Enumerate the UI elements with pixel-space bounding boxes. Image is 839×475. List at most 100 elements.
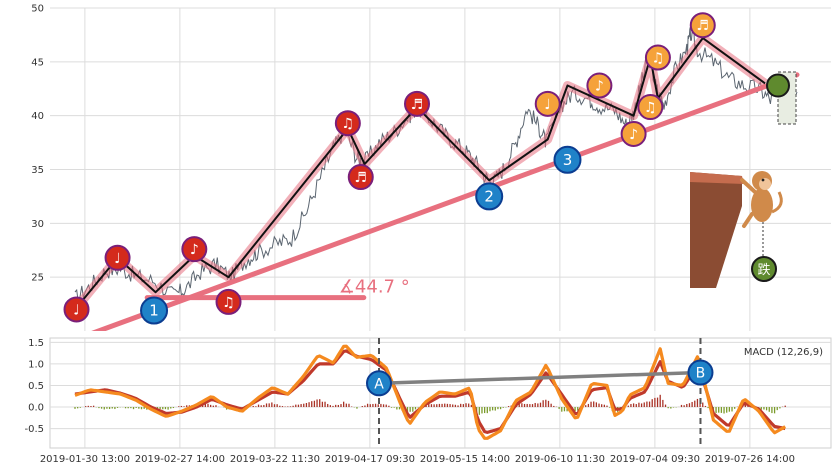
x-tick-label: 2019-05-15 14:00 (420, 454, 510, 465)
marker-blue: 2 (475, 182, 504, 211)
marker-circle (534, 90, 561, 117)
x-tick-label: 2019-07-04 09:30 (610, 454, 700, 465)
marker-label: ♩ (114, 251, 121, 267)
divergence-marker-circle (687, 359, 714, 386)
price-y-tick-label: 35 (31, 165, 44, 176)
cliff-shape (690, 172, 742, 288)
x-axis: 2019-01-30 13:00 2019-02-27 14:00 2019-03-… (40, 454, 795, 465)
marker-circle (475, 182, 504, 211)
angle-label: ∡44.7 ° (339, 277, 410, 298)
marker-circle (347, 164, 374, 191)
divergence-markers: AB (366, 359, 714, 397)
marker-circle (553, 145, 582, 174)
marker-label: ♬ (354, 170, 367, 186)
green-badge-lower-glyph: 跌 (757, 262, 770, 278)
price-y-tick-label: 40 (31, 111, 44, 122)
divergence-marker: B (687, 359, 714, 386)
x-tick-label: 2019-06-10 11:30 (515, 454, 605, 465)
price-y-axis: 25 30 35 40 45 50 (31, 4, 44, 284)
marker-circle (181, 236, 208, 263)
marker-circle (766, 73, 790, 98)
macd-y-tick-label: 1.5 (28, 338, 44, 349)
divergence-marker-label: A (374, 376, 384, 392)
marker-label: ♬ (411, 97, 424, 113)
macd-y-tick-label: 0.0 (28, 403, 44, 414)
marker-circle (63, 296, 90, 323)
marker-green (766, 73, 790, 98)
marker-label: 3 (563, 151, 573, 169)
zigzag-pattern (71, 33, 768, 313)
marker-blue: 3 (553, 145, 582, 174)
marker-circle (689, 12, 716, 39)
marker-label: ♪ (190, 242, 199, 258)
marker-orange: ♪ (586, 72, 613, 99)
marker-red: ♬ (404, 90, 430, 117)
macd-y-tick-label: 0.5 (28, 381, 44, 392)
price-markers: ♩ ♩ 1 ♪ ♫ ♫ ♬ ♬ 2 ♩ 3 ♪ ♪ ♫ ♫ ♬ (63, 12, 790, 325)
marker-circle (620, 120, 647, 147)
macd-fast-line (74, 344, 787, 440)
divergence-line (377, 370, 703, 386)
x-tick-label: 2019-07-26 14:00 (705, 454, 795, 465)
macd-y-tick-label: 1.0 (28, 359, 44, 370)
marker-orange: ♩ (534, 90, 561, 117)
marker-red: ♫ (334, 110, 361, 137)
marker-red: ♩ (63, 296, 90, 323)
marker-label: 2 (484, 187, 494, 205)
marker-circle (215, 288, 242, 315)
marker-circle (334, 110, 361, 137)
macd-legend: MACD (12,26,9) (744, 347, 823, 358)
marker-circle (104, 244, 131, 271)
monkey-leg (742, 212, 754, 228)
marker-label: ♩ (73, 302, 80, 318)
x-tick-label: 2019-02-27 14:00 (135, 454, 225, 465)
monkey-arm (740, 178, 757, 194)
marker-circle (140, 296, 169, 325)
marker-orange: ♬ (689, 12, 716, 39)
x-tick-label: 2019-03-22 11:30 (230, 454, 320, 465)
marker-label: 1 (149, 302, 159, 320)
divergence-marker: A (366, 370, 392, 397)
climbing-monkey-illustration: 跌 (690, 71, 797, 288)
divergence-marker-circle (366, 370, 392, 397)
marker-circle (586, 72, 613, 99)
monkey-eye (761, 178, 765, 182)
marker-label: ♩ (544, 97, 551, 113)
marker-label: ♫ (644, 100, 657, 116)
marker-label: ♫ (342, 116, 355, 132)
marker-red: ♫ (215, 288, 242, 315)
marker-circle (637, 94, 664, 121)
monkey-face (759, 178, 771, 190)
price-panel: 25 30 35 40 45 50 ∡44.7 ° 跌 (31, 4, 831, 331)
macd-y-axis: 1.5 1.0 0.5 0.0 -0.5 (24, 338, 44, 435)
marker-label: ♫ (652, 51, 665, 67)
marker-red: ♩ (104, 244, 131, 271)
zigzag-line (74, 37, 766, 311)
marker-orange: ♫ (644, 44, 671, 71)
marker-red: ♬ (347, 164, 374, 191)
monkey-body (751, 188, 773, 222)
marker-orange: ♪ (620, 120, 647, 147)
price-y-tick-label: 30 (31, 219, 44, 230)
marker-label: ♪ (595, 79, 604, 95)
marker-label: ♪ (629, 127, 638, 143)
marker-red: ♪ (181, 236, 208, 263)
monkey-tail (771, 191, 783, 214)
marker-orange: ♫ (637, 94, 664, 121)
trendline-group (91, 72, 800, 331)
price-y-tick-label: 50 (31, 4, 44, 15)
marker-label: ♬ (696, 18, 709, 34)
price-y-tick-label: 25 (31, 273, 44, 284)
macd-y-tick-label: -0.5 (24, 424, 44, 435)
marker-circle (404, 90, 430, 117)
x-tick-label: 2019-01-30 13:00 (40, 454, 130, 465)
green-badge-lower (751, 256, 777, 282)
cliff-top (690, 172, 744, 184)
x-tick-label: 2019-04-17 09:30 (325, 454, 415, 465)
marker-blue: 1 (140, 296, 169, 325)
macd-panel: 1.51.00.50.0-0.5 AB MACD (12,26,9) (24, 337, 832, 449)
divergence-marker-label: B (696, 366, 706, 382)
price-y-tick-label: 45 (31, 57, 44, 68)
